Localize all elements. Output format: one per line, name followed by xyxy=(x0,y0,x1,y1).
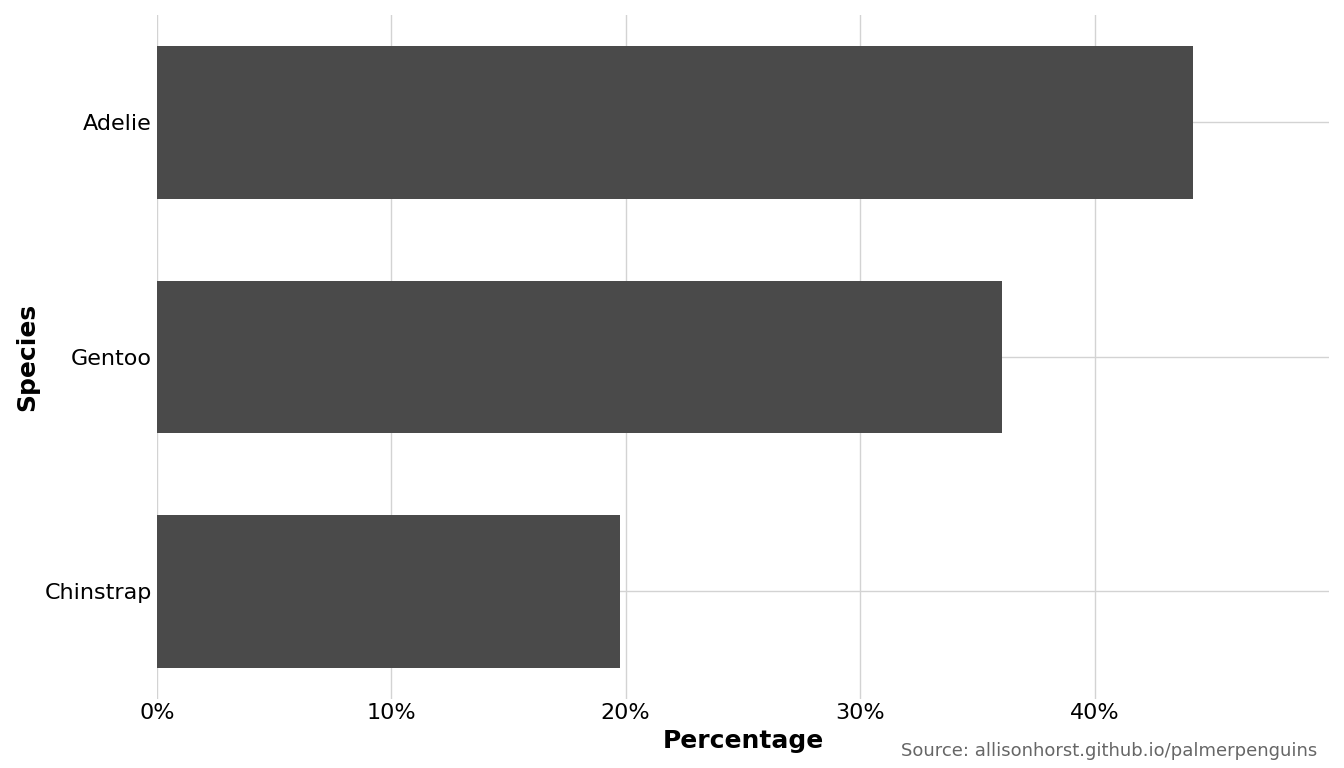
Text: Source: allisonhorst.github.io/palmerpenguins: Source: allisonhorst.github.io/palmerpen… xyxy=(900,743,1317,760)
Bar xyxy=(157,515,620,667)
X-axis label: Percentage: Percentage xyxy=(663,729,824,753)
Bar xyxy=(157,280,1001,433)
Bar xyxy=(157,46,1192,198)
Y-axis label: Species: Species xyxy=(15,303,39,411)
